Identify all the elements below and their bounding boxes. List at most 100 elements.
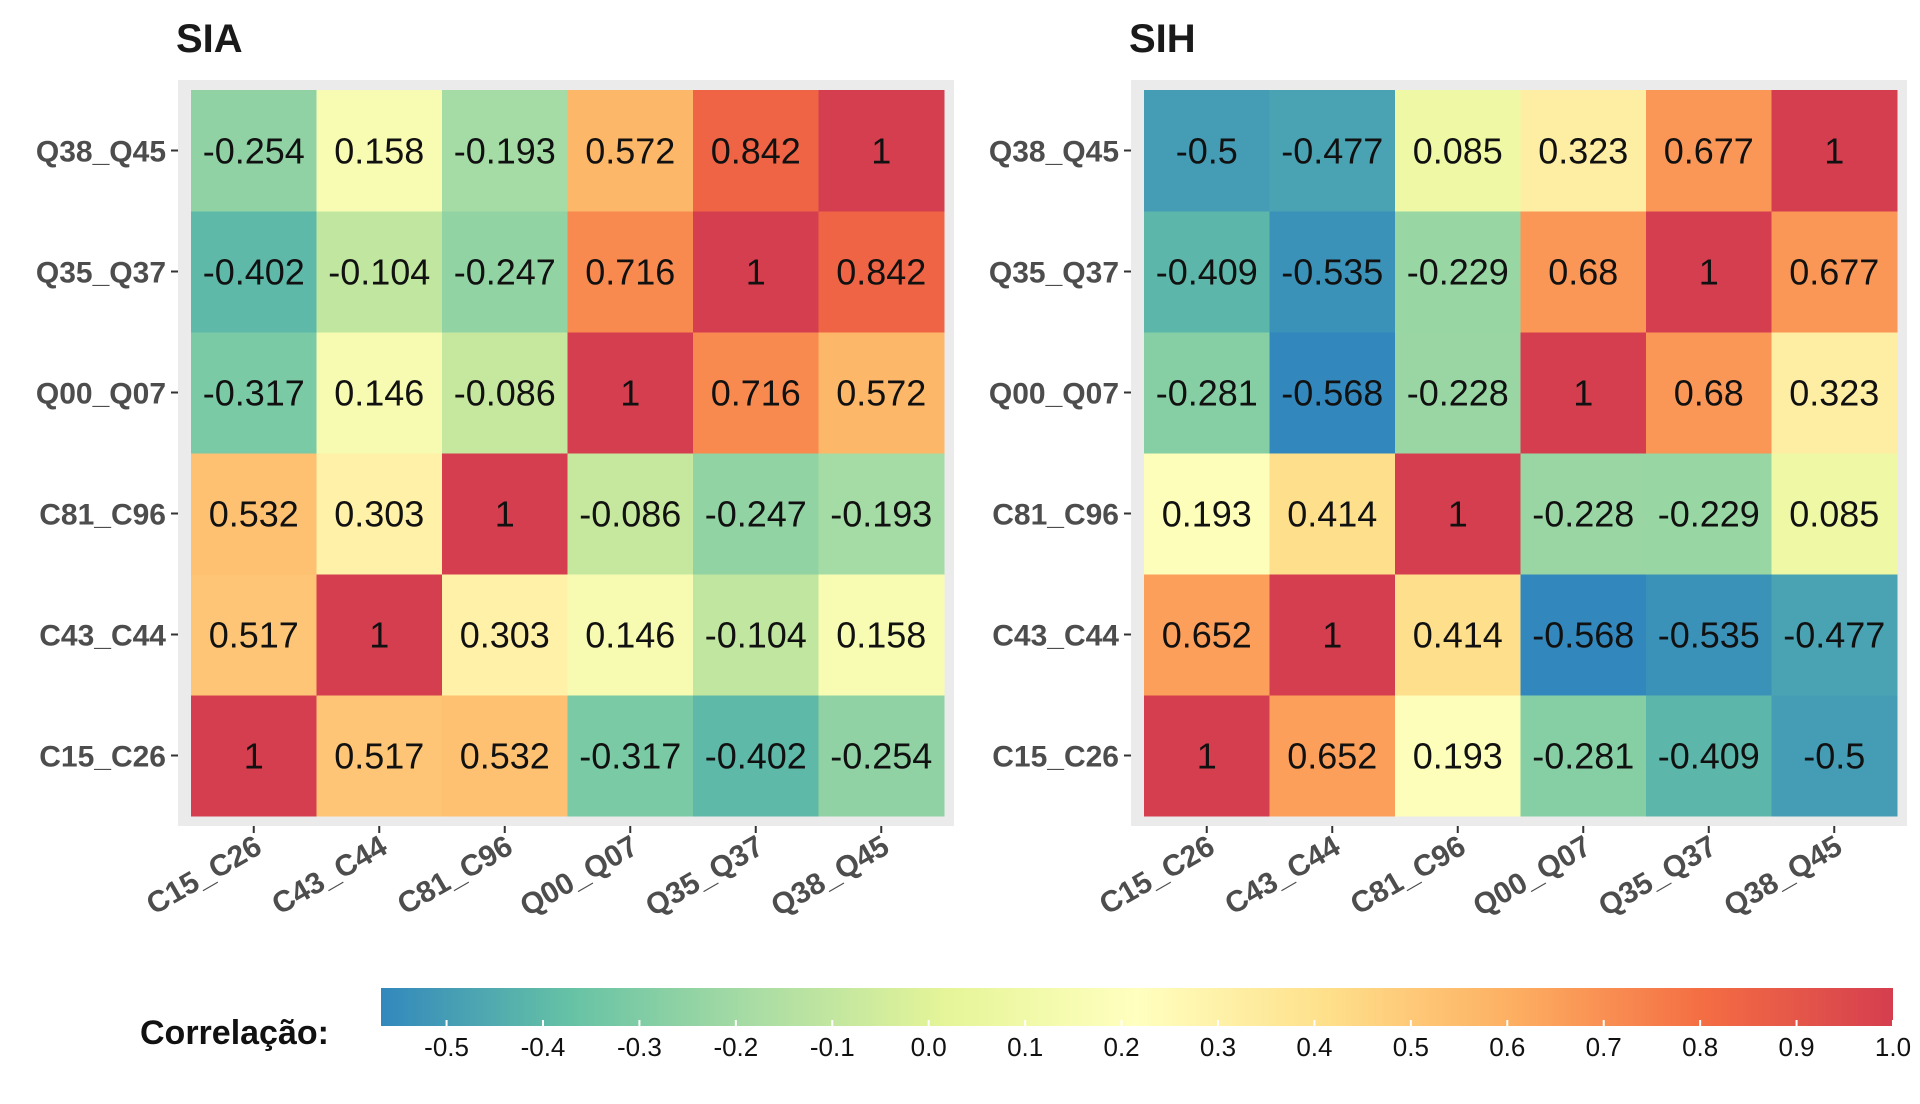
cell-label-sia-C81_C96-C43_C44: 0.303 (334, 494, 424, 535)
cell-sih-C43_C44-Q00_Q07 (1520, 574, 1647, 696)
legend-tick-label: -0.2 (713, 1032, 758, 1062)
y-tick-label-sia-C81_C96: C81_C96 (39, 499, 166, 532)
cell-sih-Q38_Q45-C15_C26 (1144, 90, 1270, 212)
cell-label-sih-Q35_Q37-Q35_Q37: 1 (1699, 252, 1719, 293)
cell-sia-C43_C44-C43_C44 (316, 574, 443, 696)
cell-sih-C81_C96-C15_C26 (1144, 453, 1270, 575)
cell-sih-C43_C44-Q35_Q37 (1646, 574, 1772, 696)
cell-label-sih-Q38_Q45-C43_C44: -0.477 (1281, 131, 1383, 172)
cell-sia-C43_C44-C81_C96 (442, 574, 568, 696)
cell-sih-Q38_Q45-C81_C96 (1395, 90, 1521, 212)
cell-sia-Q00_Q07-C15_C26 (191, 332, 317, 454)
cell-sih-Q35_Q37-Q35_Q37 (1646, 211, 1772, 333)
cell-sih-Q38_Q45-Q00_Q07 (1520, 90, 1647, 212)
cell-sia-C43_C44-Q38_Q45 (818, 574, 945, 696)
cell-label-sih-Q38_Q45-C15_C26: -0.5 (1176, 131, 1238, 172)
cell-label-sia-Q38_Q45-C15_C26: -0.254 (203, 131, 305, 172)
cell-sih-C81_C96-Q35_Q37 (1646, 453, 1772, 575)
cell-sia-Q38_Q45-Q38_Q45 (818, 90, 945, 212)
x-tick-label-sih-C43_C44: C43_C44 (1219, 829, 1346, 921)
cell-sia-C43_C44-Q00_Q07 (567, 574, 694, 696)
cell-label-sia-C15_C26-C81_C96: 0.532 (460, 736, 550, 777)
cell-sia-C15_C26-C43_C44 (316, 695, 443, 817)
cell-sia-Q00_Q07-C43_C44 (316, 332, 443, 454)
legend-tick-label: 0.8 (1682, 1032, 1718, 1062)
cell-label-sia-Q38_Q45-Q35_Q37: 0.842 (711, 131, 801, 172)
cell-sia-C43_C44-C15_C26 (191, 574, 317, 696)
cell-label-sih-Q00_Q07-Q00_Q07: 1 (1573, 373, 1593, 414)
cell-sia-Q38_Q45-Q35_Q37 (693, 90, 819, 212)
x-tick-label-sia-C15_C26: C15_C26 (141, 829, 267, 921)
cell-label-sih-C81_C96-C43_C44: 0.414 (1287, 494, 1377, 535)
cell-label-sih-Q35_Q37-C81_C96: -0.229 (1407, 252, 1509, 293)
y-tick-label-sih-Q35_Q37: Q35_Q37 (989, 257, 1119, 290)
x-tick-label-sia-C43_C44: C43_C44 (266, 829, 393, 921)
cell-sih-Q35_Q37-C15_C26 (1144, 211, 1270, 333)
cell-label-sih-C15_C26-C43_C44: 0.652 (1287, 736, 1377, 777)
legend-tick-label: -0.4 (521, 1032, 566, 1062)
cell-label-sih-Q38_Q45-Q38_Q45: 1 (1824, 131, 1844, 172)
y-tick-label-sia-Q00_Q07: Q00_Q07 (36, 378, 166, 411)
cell-sih-Q38_Q45-C43_C44 (1269, 90, 1396, 212)
cell-sia-C43_C44-Q35_Q37 (693, 574, 819, 696)
cell-label-sia-Q35_Q37-C81_C96: -0.247 (454, 252, 556, 293)
cell-label-sia-Q35_Q37-Q38_Q45: 0.842 (836, 252, 926, 293)
cell-label-sia-C15_C26-Q00_Q07: -0.317 (579, 736, 681, 777)
cell-label-sia-Q38_Q45-C81_C96: -0.193 (454, 131, 556, 172)
cell-sia-C15_C26-C15_C26 (191, 695, 317, 817)
cell-label-sia-Q00_Q07-Q35_Q37: 0.716 (711, 373, 801, 414)
cell-sih-Q00_Q07-C43_C44 (1269, 332, 1396, 454)
cell-sih-Q38_Q45-Q38_Q45 (1771, 90, 1898, 212)
panel-title-sia: SIA (176, 17, 243, 61)
cell-sih-C43_C44-C81_C96 (1395, 574, 1521, 696)
cell-label-sih-Q35_Q37-C43_C44: -0.535 (1281, 252, 1383, 293)
cell-label-sia-C15_C26-Q38_Q45: -0.254 (830, 736, 932, 777)
cell-label-sia-Q00_Q07-C15_C26: -0.317 (203, 373, 305, 414)
x-tick-label-sia-Q00_Q07: Q00_Q07 (515, 829, 644, 923)
cell-sia-C15_C26-Q35_Q37 (693, 695, 819, 817)
cell-sih-C81_C96-C81_C96 (1395, 453, 1521, 575)
legend-tick-label: -0.5 (424, 1032, 469, 1062)
cell-label-sia-Q00_Q07-C81_C96: -0.086 (454, 373, 556, 414)
x-axis-sih: C15_C26 C43_C44 C81_C96Q00_Q07Q35_Q37Q38_Q… (1094, 826, 1848, 923)
cell-label-sih-Q00_Q07-C43_C44: -0.568 (1281, 373, 1383, 414)
cell-sih-C15_C26-C81_C96 (1395, 695, 1521, 817)
x-axis-sia: C15_C26 C43_C44 C81_C96Q00_Q07Q35_Q37Q38_Q… (141, 826, 895, 923)
y-tick-label-sih-Q00_Q07: Q00_Q07 (989, 378, 1119, 411)
cell-label-sia-C81_C96-C81_C96: 1 (495, 494, 515, 535)
heatmap-panel-sih: SIH 1 0.652 0.193 -0.281 -0.409 -0.5 0.652 1 0.4… (989, 17, 1907, 923)
cell-sih-Q38_Q45-Q35_Q37 (1646, 90, 1772, 212)
cell-label-sia-C81_C96-Q38_Q45: -0.193 (830, 494, 932, 535)
cell-sih-C81_C96-Q00_Q07 (1520, 453, 1647, 575)
cell-sia-Q00_Q07-Q35_Q37 (693, 332, 819, 454)
heatmap-cells-sih: 1 0.652 0.193 -0.281 -0.409 -0.5 0.652 1 0.414 -0… (1144, 90, 1898, 817)
cell-sia-Q35_Q37-Q35_Q37 (693, 211, 819, 333)
cell-sia-Q38_Q45-C43_C44 (316, 90, 443, 212)
legend-tick-label: 0.1 (1007, 1032, 1043, 1062)
y-axis-sih: C15_C26 C43_C44 C81_C96 Q00_Q07 Q35_Q37 Q38_Q… (989, 136, 1131, 774)
legend-ticks: -0.5 -0.4 -0.3 -0.2 -0.1 0.0 0.1 0.2 0.3 0.4 0.5 0.… (424, 1020, 1911, 1062)
cell-label-sia-Q35_Q37-Q35_Q37: 1 (746, 252, 766, 293)
x-tick-label-sih-Q38_Q45: Q38_Q45 (1719, 829, 1848, 923)
cell-sih-Q00_Q07-Q35_Q37 (1646, 332, 1772, 454)
cell-label-sia-C81_C96-Q35_Q37: -0.247 (705, 494, 807, 535)
cell-label-sia-Q35_Q37-Q00_Q07: 0.716 (585, 252, 675, 293)
cell-label-sih-C15_C26-Q35_Q37: -0.409 (1658, 736, 1760, 777)
cell-sih-C15_C26-C43_C44 (1269, 695, 1396, 817)
cell-sih-Q00_Q07-C15_C26 (1144, 332, 1270, 454)
cell-label-sih-C43_C44-Q38_Q45: -0.477 (1783, 615, 1885, 656)
cell-label-sia-C15_C26-C15_C26: 1 (244, 736, 264, 777)
legend-tick-label: -0.1 (810, 1032, 855, 1062)
x-tick-label-sih-Q35_Q37: Q35_Q37 (1593, 829, 1722, 923)
legend-tick-label: 0.5 (1393, 1032, 1429, 1062)
cell-label-sia-C81_C96-C15_C26: 0.532 (209, 494, 299, 535)
cell-sia-C15_C26-C81_C96 (442, 695, 568, 817)
heatmap-cells-sia: 1 0.517 0.532 -0.317 -0.402 -0.254 0.517 1 0.303… (191, 90, 945, 817)
y-tick-label-sia-C15_C26: C15_C26 (39, 741, 166, 774)
color-legend: Correlação: -0.5 -0.4 -0.3 -0.2 -0.1 0.0 0.1 0.… (140, 988, 1911, 1062)
cell-label-sih-C43_C44-Q35_Q37: -0.535 (1658, 615, 1760, 656)
cell-sia-Q00_Q07-Q00_Q07 (567, 332, 694, 454)
cell-label-sia-C15_C26-C43_C44: 0.517 (334, 736, 424, 777)
cell-sih-Q00_Q07-Q00_Q07 (1520, 332, 1647, 454)
